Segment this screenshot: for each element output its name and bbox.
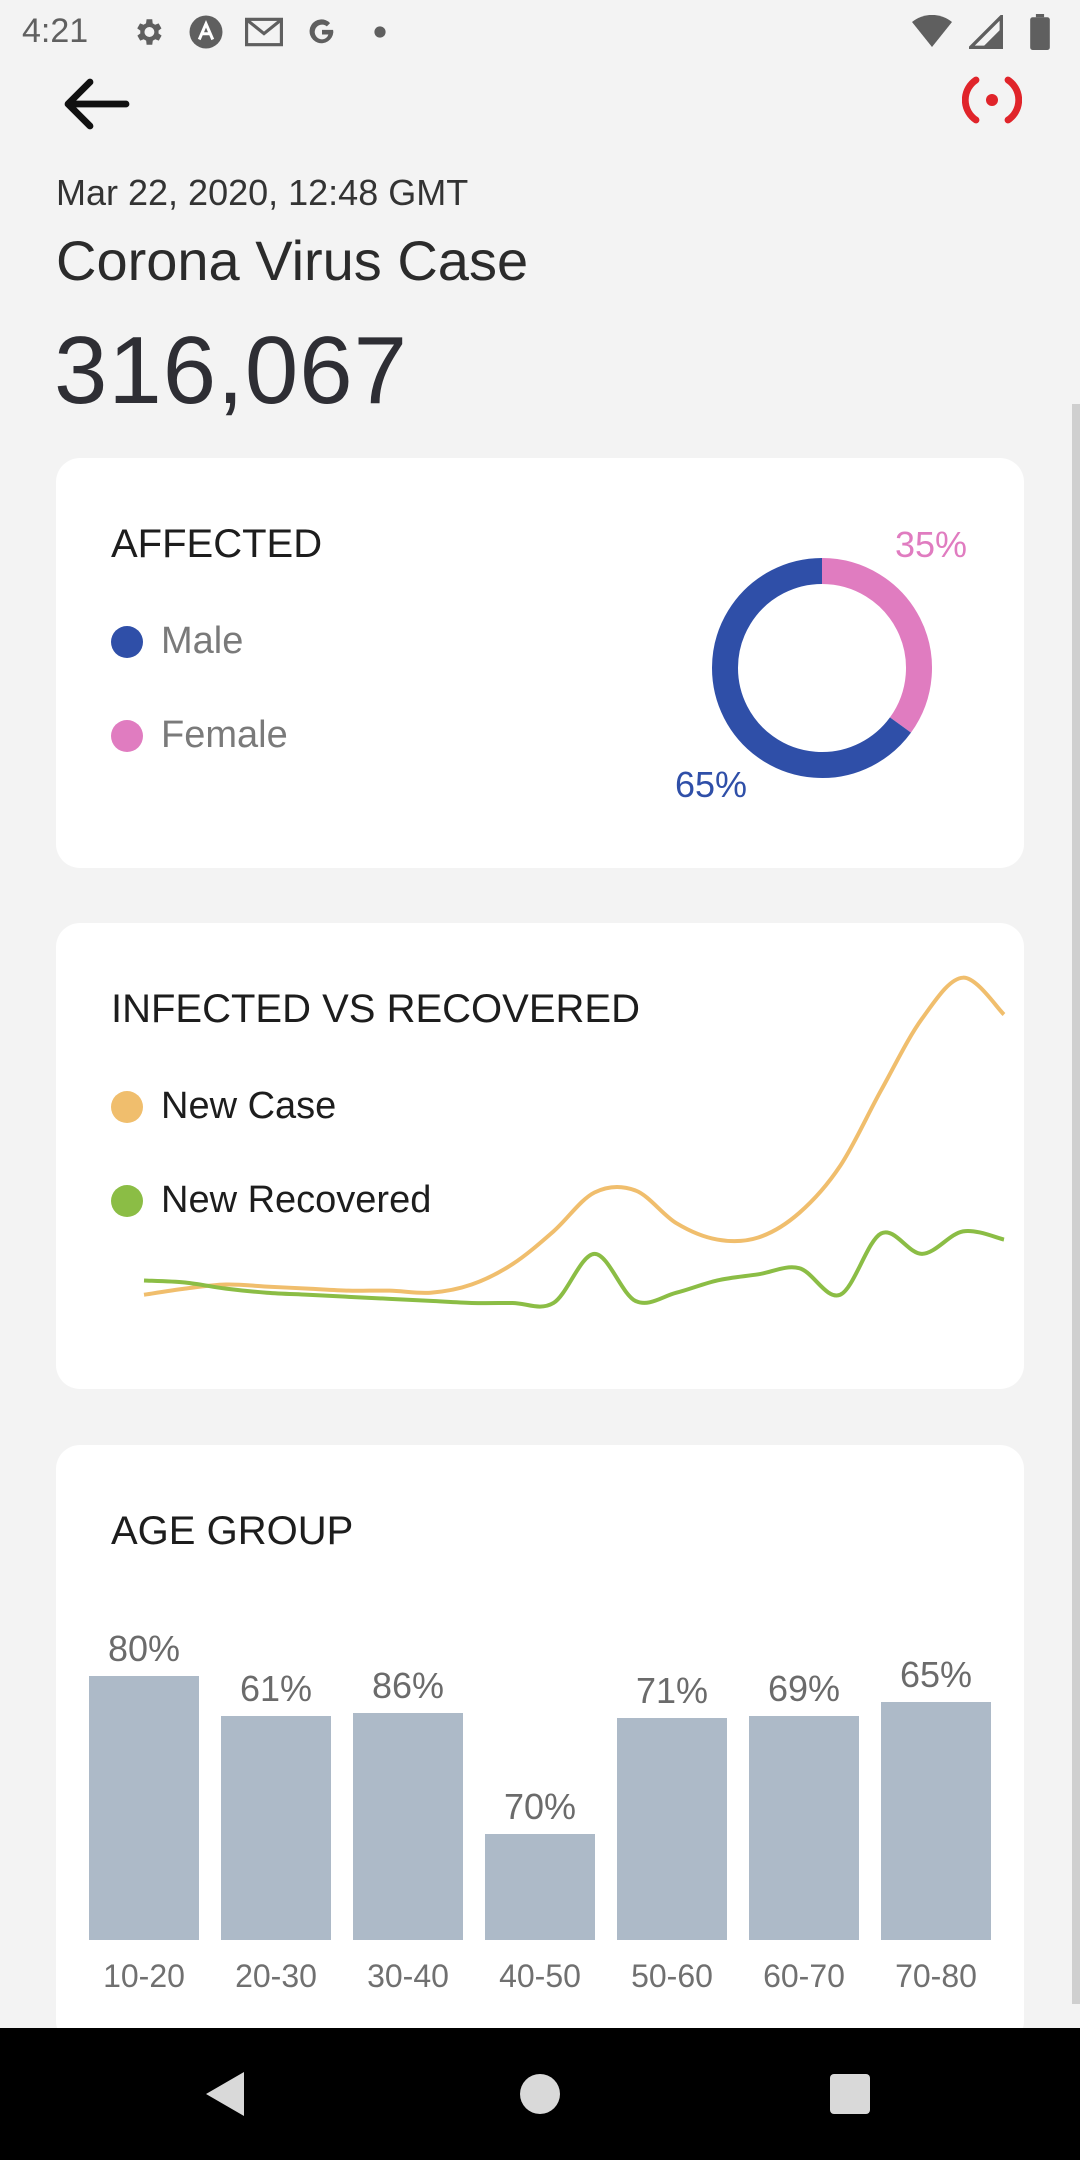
affected-card: AFFECTED Male Female 35% 65%: [56, 458, 1024, 868]
dot-icon: [360, 12, 400, 52]
bar-60-70: [749, 1715, 859, 1940]
legend-dot-new-case: [111, 1090, 143, 1123]
legend-label-new-case: New Case: [161, 1085, 337, 1127]
bar-category-label: 50-60: [631, 1958, 713, 1994]
age-group-title: AGE GROUP: [111, 1509, 354, 1553]
bar-30-40: [353, 1712, 463, 1940]
a-icon: [186, 12, 226, 52]
back-nav-icon[interactable]: [196, 2064, 256, 2124]
gmail-icon: [244, 12, 284, 52]
bar-10-20: [89, 1676, 199, 1940]
wifi-icon: [912, 12, 952, 52]
legend-new-case: New Case: [111, 1085, 336, 1128]
gender-donut-chart: [712, 558, 932, 778]
bar-category-label: 40-50: [499, 1958, 581, 1994]
bar-value-label: 86%: [371, 1664, 445, 1706]
male-pct-label: 65%: [675, 764, 748, 805]
scrollbar[interactable]: [1072, 404, 1080, 2004]
bar-value-label: 80%: [107, 1628, 181, 1669]
bar-category-label: 10-20: [103, 1958, 185, 1994]
bar-category-label: 20-30: [235, 1958, 317, 1994]
donut-slice-male: [712, 558, 911, 778]
bar-70-80: [881, 1702, 991, 1940]
total-cases: 316,067: [54, 317, 409, 424]
bar-value-label: 65%: [899, 1654, 973, 1696]
age-group-card: AGE GROUP 80% 10-20 61% 20-30 86% 30-40 70% 40-…: [56, 1445, 1024, 2045]
legend-label-new-recovered: New Recovered: [161, 1179, 432, 1221]
bar-20-30: [221, 1715, 331, 1940]
legend-dot-male: [111, 625, 143, 658]
bar-category-label: 60-70: [763, 1958, 845, 1994]
status-time: 4:21: [22, 12, 89, 50]
line-series-new-recovered: [143, 1228, 1005, 1309]
legend-label-male: Male: [161, 620, 244, 662]
affected-title: AFFECTED: [111, 522, 323, 566]
g-icon: [302, 12, 342, 52]
country-flag-button[interactable]: [952, 70, 1032, 130]
line-series-new-case: [143, 975, 1006, 1297]
female-pct-label: 35%: [895, 524, 968, 565]
legend-male: Male: [111, 620, 243, 663]
recents-nav-icon[interactable]: [820, 2064, 880, 2124]
bar-category-label: 30-40: [367, 1958, 449, 1994]
settings-icon: [128, 12, 168, 52]
bar-value-label: 69%: [767, 1667, 841, 1709]
bar-value-label: 71%: [635, 1670, 709, 1712]
back-button[interactable]: [56, 64, 136, 144]
legend-label-female: Female: [161, 714, 288, 756]
infected-recovered-line-chart: [143, 975, 1006, 1309]
update-date: Mar 22, 2020, 12:48 GMT: [56, 172, 469, 213]
page-title: Corona Virus Case: [56, 229, 529, 292]
status-bar: 4:21: [0, 0, 1080, 68]
bar-50-60: [617, 1718, 727, 1940]
bar-category-label: 70-80: [895, 1958, 977, 1994]
legend-dot-new-recovered: [111, 1184, 143, 1217]
arrow-left-icon: [64, 78, 130, 130]
system-icons: [912, 12, 1060, 52]
bar-value-label: 70%: [503, 1786, 577, 1828]
infected-vs-recovered-card: INFECTED VS RECOVERED New Case New Recov…: [56, 923, 1024, 1389]
donut-slice-female: [821, 558, 932, 733]
home-nav-icon[interactable]: [510, 2064, 570, 2124]
infected-title: INFECTED VS RECOVERED: [111, 987, 640, 1031]
bar-value-label: 61%: [239, 1667, 313, 1709]
battery-icon: [1020, 12, 1060, 52]
legend-dot-female: [111, 719, 143, 752]
bar-40-50: [485, 1834, 595, 1940]
system-nav-bar: [0, 2028, 1080, 2160]
canada-flag-icon: [962, 76, 1022, 124]
legend-female: Female: [111, 714, 288, 757]
notification-icons: [128, 12, 400, 52]
signal-icon: [966, 12, 1006, 52]
legend-new-recovered: New Recovered: [111, 1179, 431, 1222]
